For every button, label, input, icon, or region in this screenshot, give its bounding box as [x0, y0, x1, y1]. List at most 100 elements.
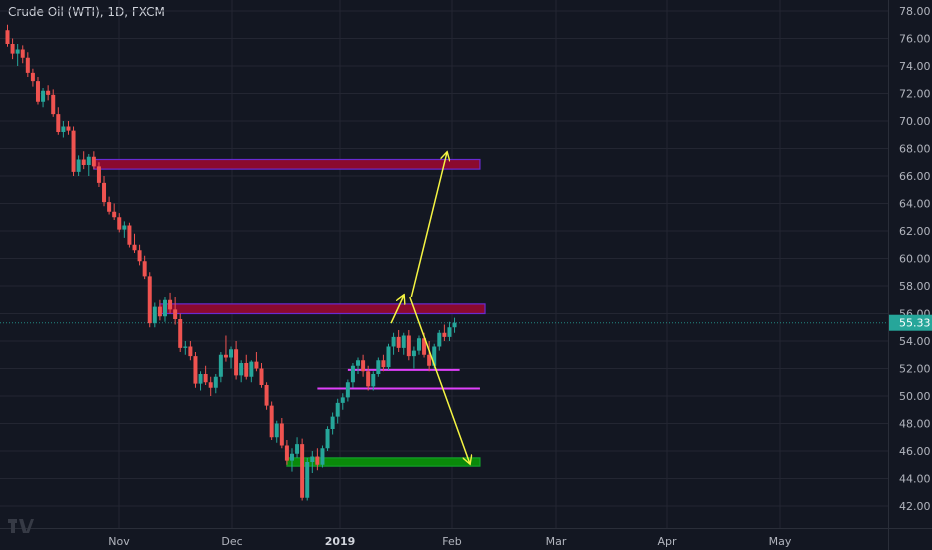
candle-body: [142, 261, 147, 277]
candle-body: [61, 126, 66, 132]
candle-body: [254, 361, 259, 369]
candle-body: [127, 225, 132, 245]
candle-body: [416, 338, 421, 351]
candle-body: [41, 90, 46, 102]
candle-body: [310, 456, 315, 462]
candle-body: [442, 332, 447, 337]
candle-body: [376, 360, 381, 374]
candle-body: [35, 81, 40, 102]
candle-body: [229, 349, 234, 358]
y-tick-label: 72.00: [899, 88, 931, 101]
candle-body: [112, 211, 117, 218]
tradingview-logo: [8, 515, 34, 543]
y-tick-label: 54.00: [899, 335, 931, 348]
candle-body: [340, 397, 345, 403]
y-tick-label: 58.00: [899, 280, 931, 293]
candle-body: [437, 332, 442, 347]
y-tick-label: 78.00: [899, 5, 931, 18]
candle-body: [66, 126, 71, 131]
candle-body: [223, 354, 228, 358]
candle-body: [350, 365, 355, 383]
candle-body: [274, 423, 279, 438]
candle-body: [81, 159, 86, 165]
candle-body: [361, 360, 366, 372]
candle-body: [132, 244, 137, 251]
candle-body: [157, 306, 162, 317]
candle-body: [284, 445, 289, 461]
candle-body: [371, 374, 376, 387]
candle-body: [178, 319, 183, 348]
candle-body: [117, 217, 122, 230]
candle-body: [213, 376, 218, 388]
x-tick-label: Dec: [221, 535, 242, 548]
candle-body: [152, 306, 157, 324]
candle-body: [381, 360, 386, 368]
last-price-tag: [889, 314, 932, 331]
candle-body: [198, 374, 203, 384]
y-tick-label: 42.00: [899, 500, 931, 513]
candle-body: [447, 327, 452, 337]
candle-body: [173, 309, 178, 319]
candle-body: [432, 346, 437, 366]
candle-body: [300, 444, 305, 498]
candle-body: [51, 94, 56, 115]
candle-body: [193, 356, 198, 384]
y-tick-label: 74.00: [899, 60, 931, 73]
candle-body: [305, 462, 310, 498]
x-tick-label: Feb: [442, 535, 461, 548]
candle-body: [137, 250, 142, 262]
candle-body: [269, 405, 274, 438]
candle-body: [264, 385, 269, 406]
candle-body: [289, 453, 294, 461]
y-tick-label: 62.00: [899, 225, 931, 238]
y-tick-label: 46.00: [899, 445, 931, 458]
projection-arrow: [390, 296, 404, 324]
last-price-label: 55.33: [899, 317, 931, 330]
candle-body: [15, 49, 20, 54]
candle-body: [188, 346, 193, 357]
resistance-zone: [159, 303, 486, 315]
candle-body: [147, 276, 152, 324]
x-tick-label: Nov: [108, 535, 130, 548]
candle-body: [249, 361, 254, 377]
candle-body: [401, 335, 406, 348]
y-tick-label: 50.00: [899, 390, 931, 403]
candle-body: [86, 156, 91, 165]
candle-body: [46, 90, 51, 95]
candle-body: [56, 114, 61, 132]
y-tick-label: 76.00: [899, 33, 931, 46]
candle-body: [427, 354, 432, 366]
resistance-zone: [93, 158, 481, 170]
y-tick-label: 52.00: [899, 363, 931, 376]
x-tick-label: May: [769, 535, 792, 548]
candle-body: [71, 130, 76, 172]
candle-body: [122, 225, 127, 230]
candle-body: [406, 335, 411, 357]
y-tick-label: 66.00: [899, 170, 931, 183]
candle-body: [279, 423, 284, 446]
candle-body: [239, 363, 244, 376]
candle-body: [325, 429, 330, 449]
candle-body: [335, 402, 340, 417]
candle-body: [168, 299, 173, 310]
x-tick-label: Apr: [657, 535, 677, 548]
candle-body: [452, 322, 457, 328]
candle-body: [295, 444, 300, 454]
y-tick-label: 48.00: [899, 418, 931, 431]
candle-body: [315, 456, 320, 465]
candle-body: [162, 299, 167, 317]
candle-body: [203, 374, 208, 383]
candle-body: [102, 182, 107, 203]
candle-body: [386, 346, 391, 368]
candle-body: [234, 349, 239, 376]
y-tick-label: 60.00: [899, 253, 931, 266]
candle-body: [366, 371, 371, 387]
x-tick-label: Mar: [546, 535, 567, 548]
candle-body: [244, 363, 249, 377]
y-tick-label: 64.00: [899, 198, 931, 211]
candle-body: [20, 49, 25, 58]
projection-arrow: [410, 153, 447, 298]
candle-body: [5, 30, 10, 44]
